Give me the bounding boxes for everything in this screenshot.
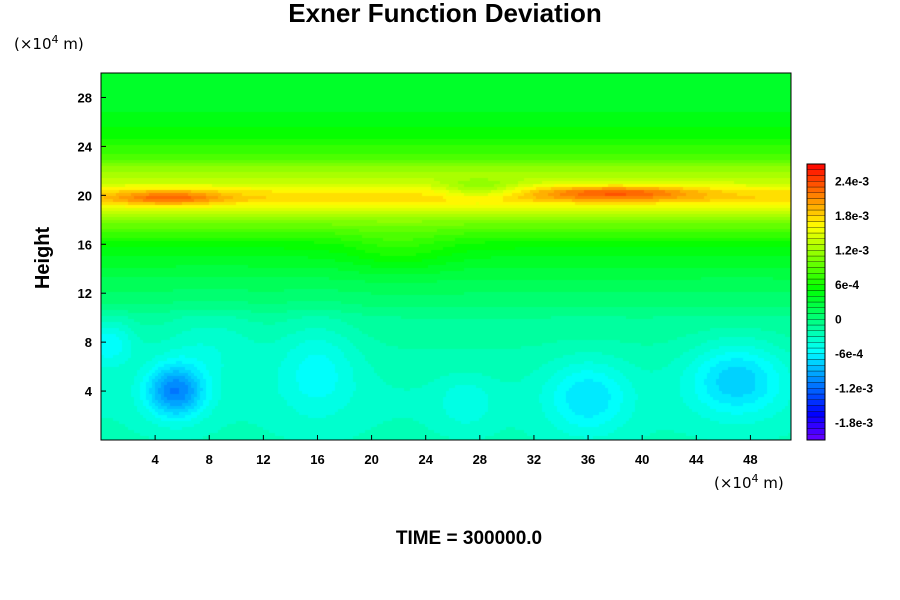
colorbar-level (806, 330, 826, 337)
y-tick-label: 4 (85, 384, 93, 399)
plot-frame (100, 72, 792, 441)
chart-title: Exner Function Deviation (288, 0, 602, 28)
colorbar-tick-label: 0 (835, 312, 842, 326)
y-tick-label: 28 (78, 90, 92, 105)
colorbar-level (806, 324, 826, 331)
colorbar-level (806, 204, 826, 211)
colorbar-level (806, 186, 826, 193)
colorbar-level (806, 181, 826, 188)
colorbar-level (806, 284, 826, 291)
colorbar-level (806, 336, 826, 343)
colorbar-level (806, 301, 826, 308)
y-tick-label: 16 (78, 237, 92, 252)
y-axis-label: Height (32, 227, 54, 290)
colorbar-level (806, 365, 826, 372)
x-tick-label: 40 (635, 452, 649, 467)
colorbar-level (806, 428, 826, 435)
colorbar-level (806, 273, 826, 280)
colorbar-level (806, 267, 826, 274)
colorbar-level (806, 215, 826, 222)
colorbar-level (806, 313, 826, 320)
colorbar-level (806, 434, 826, 441)
colorbar-level (806, 163, 826, 170)
contour-image (101, 73, 791, 440)
colorbar-level (806, 370, 826, 377)
colorbar-level (806, 192, 826, 199)
colorbar (806, 163, 826, 441)
colorbar-tick-label: 2.4e-3 (835, 174, 869, 188)
colorbar-level (806, 319, 826, 326)
colorbar-level (806, 244, 826, 251)
colorbar-level (806, 175, 826, 182)
colorbar-level (806, 376, 826, 383)
colorbar-level (806, 232, 826, 239)
colorbar-level (806, 342, 826, 349)
time-label: TIME = 300000.0 (395, 528, 543, 549)
colorbar-level (806, 221, 826, 228)
colorbar-level (806, 198, 826, 205)
x-axis-ticks: 4 8 12 16 20 24 28 32 36 40 44 48 (152, 435, 758, 467)
colorbar-level (806, 261, 826, 268)
colorbar-level (806, 296, 826, 303)
colorbar-tick-label: -6e-4 (835, 347, 863, 361)
colorbar-level (806, 255, 826, 262)
colorbar-tick-label: 1.2e-3 (835, 243, 869, 257)
contour-field (101, 73, 791, 440)
y-axis-ticks: 4 8 12 16 20 24 28 (78, 90, 106, 399)
colorbar-level (806, 382, 826, 389)
colorbar-level (806, 290, 826, 297)
x-tick-label: 20 (364, 452, 378, 467)
colorbar-level (806, 359, 826, 366)
x-tick-label: 16 (310, 452, 324, 467)
x-tick-label: 32 (527, 452, 541, 467)
colorbar-level (806, 411, 826, 418)
colorbar-level (806, 399, 826, 406)
x-tick-label: 24 (418, 452, 433, 467)
colorbar-frame (806, 163, 826, 441)
colorbar-level (806, 227, 826, 234)
y-axis-unit: (×104 m) (14, 33, 84, 53)
colorbar-tick-label: -1.2e-3 (835, 381, 873, 395)
x-tick-label: 8 (206, 452, 213, 467)
x-tick-label: 44 (689, 452, 704, 467)
colorbar-level (806, 405, 826, 412)
colorbar-level (806, 169, 826, 176)
colorbar-tick-label: 1.8e-3 (835, 209, 869, 223)
colorbar-level (806, 393, 826, 400)
colorbar-level (806, 353, 826, 360)
colorbar-level (806, 209, 826, 216)
y-tick-label: 20 (78, 188, 92, 203)
colorbar-tick-label: -1.8e-3 (835, 416, 873, 430)
colorbar-level (806, 307, 826, 314)
colorbar-level (806, 278, 826, 285)
colorbar-level (806, 250, 826, 257)
colorbar-ticks: 2.4e-3 1.8e-3 1.2e-3 6e-4 0 -6e-4 -1.2e-3 -1.8e… (835, 174, 873, 430)
x-tick-label: 48 (743, 452, 757, 467)
y-tick-label: 12 (78, 286, 92, 301)
colorbar-level (806, 347, 826, 354)
x-axis-unit: (×104 m) (714, 472, 784, 492)
colorbar-level (806, 416, 826, 423)
y-tick-label: 24 (78, 139, 93, 154)
y-tick-label: 8 (85, 335, 92, 350)
colorbar-level (806, 238, 826, 245)
colorbar-tick-label: 6e-4 (835, 278, 859, 292)
x-tick-label: 4 (152, 452, 160, 467)
x-tick-label: 12 (256, 452, 270, 467)
colorbar-level (806, 422, 826, 429)
colorbar-level (806, 388, 826, 395)
x-tick-label: 36 (581, 452, 595, 467)
x-tick-label: 28 (473, 452, 487, 467)
